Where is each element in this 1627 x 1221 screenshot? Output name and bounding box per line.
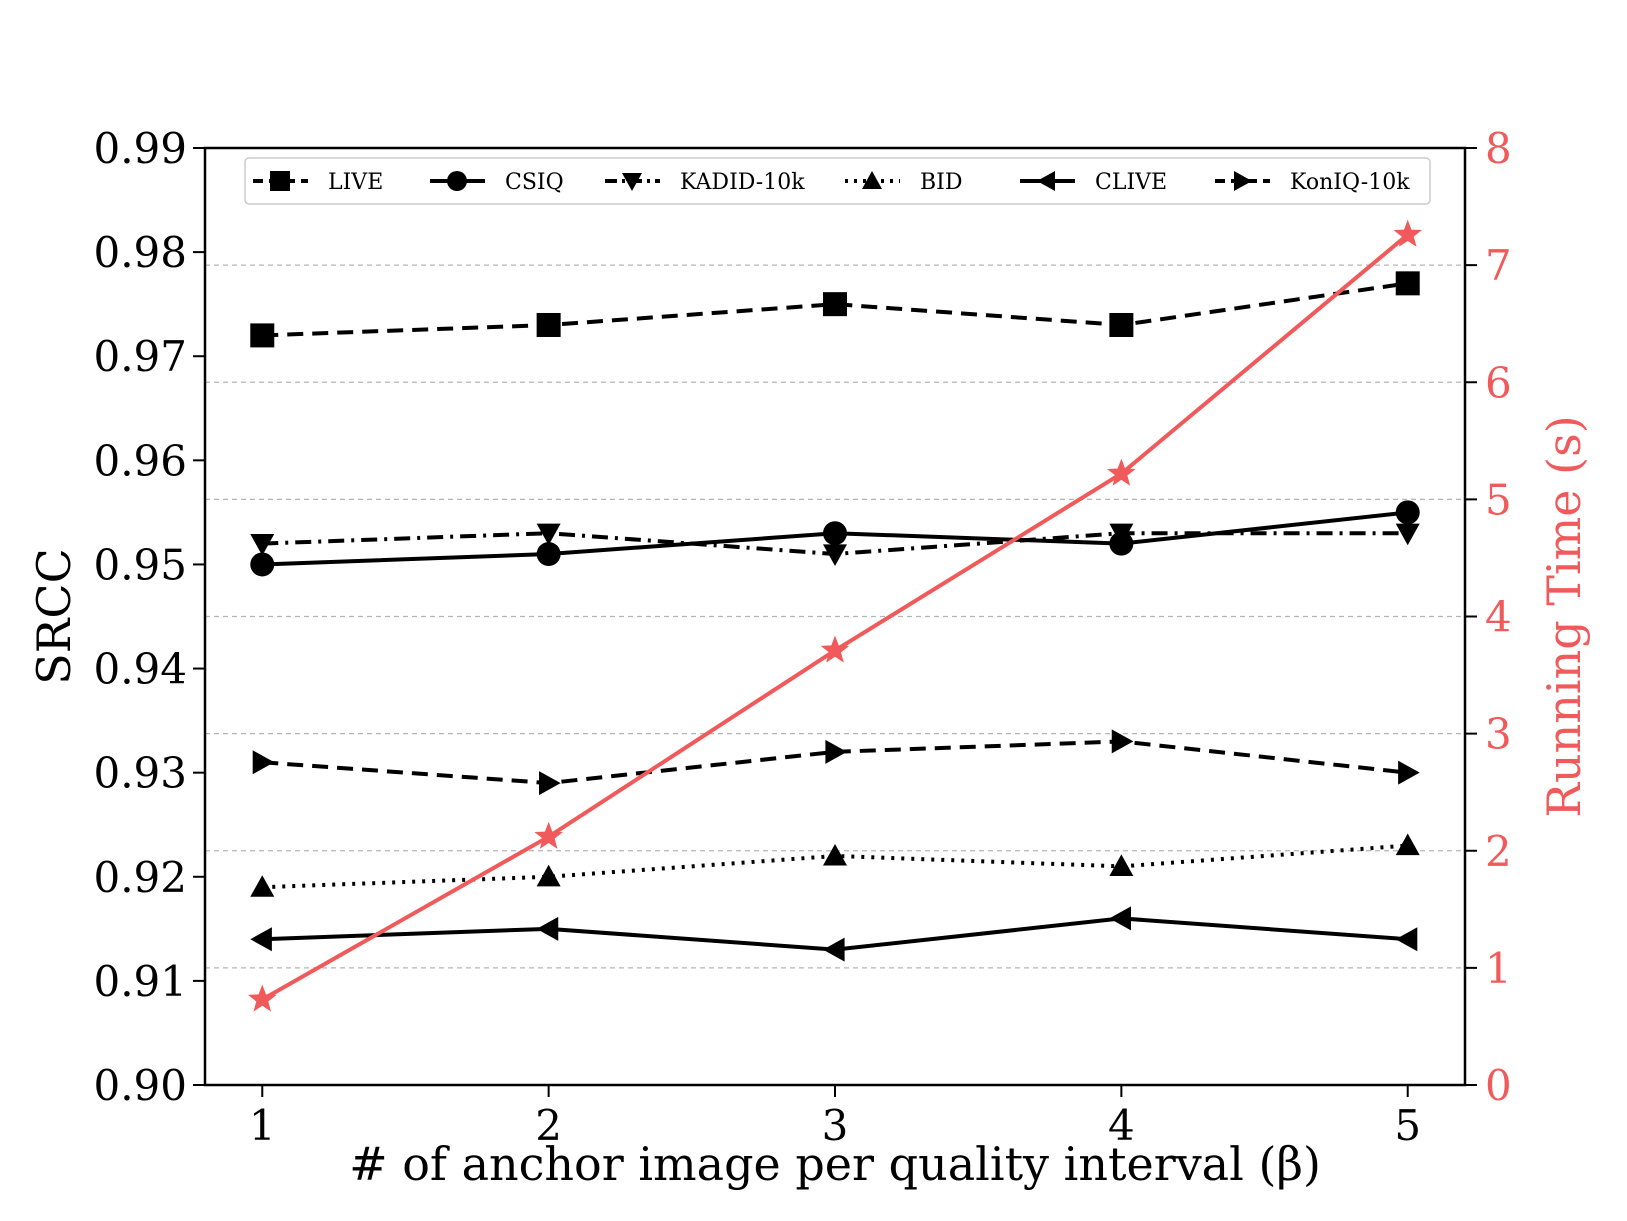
legend-marker <box>270 171 290 191</box>
legend-marker <box>622 173 642 191</box>
x-tick-label: 3 <box>822 1101 849 1150</box>
y-tick-label: 0.99 <box>93 124 187 173</box>
data-point <box>252 750 275 775</box>
y2-tick-label: 2 <box>1485 827 1512 876</box>
data-point <box>250 534 275 556</box>
y2-tick-label: 7 <box>1485 241 1512 290</box>
data-point <box>1395 523 1420 546</box>
y-tick-label: 0.91 <box>93 957 187 1006</box>
data-point <box>823 544 847 567</box>
y-tick-label: 0.94 <box>93 645 187 694</box>
legend-item: CSIQ <box>430 170 564 195</box>
legend-label: CSIQ <box>505 170 564 195</box>
ticks-layer: 0.90 0.91 0.92 0.93 0.94 0.95 0.96 0.97 0.98 0.99… <box>93 124 1511 1150</box>
legend-label: CLIVE <box>1095 170 1167 195</box>
series-live <box>250 271 1420 348</box>
legend-label: LIVE <box>328 170 383 195</box>
y-tick-label: 0.96 <box>93 436 187 485</box>
x-tick-label: 5 <box>1394 1101 1421 1150</box>
legend-marker <box>1234 171 1252 191</box>
legend-label: KADID-10k <box>680 170 805 195</box>
x-tick-label: 1 <box>249 1101 276 1150</box>
legend: LIVE CSIQ KADID-10k BID CLIVE KonIQ-10k <box>244 157 1431 205</box>
data-point <box>1109 906 1131 931</box>
data-point <box>536 864 561 887</box>
y-axis-label: SRCC <box>27 548 81 685</box>
data-point <box>825 739 847 764</box>
data-point <box>1395 500 1420 525</box>
y2-tick-label: 0 <box>1485 1061 1512 1110</box>
legend-label: KonIQ-10k <box>1290 170 1410 195</box>
y2-tick-label: 3 <box>1485 710 1512 759</box>
legend-item: LIVE <box>253 170 383 195</box>
data-point <box>536 312 561 337</box>
data-point <box>823 937 845 962</box>
series-koniq-10k <box>252 729 1420 796</box>
data-point <box>820 635 850 663</box>
data-point <box>248 984 277 1012</box>
series-line <box>262 843 1408 890</box>
x-tick-label: 2 <box>535 1101 562 1150</box>
legend-item: BID <box>845 170 963 195</box>
data-point <box>823 292 847 317</box>
data-point <box>1109 854 1134 876</box>
series-clive <box>250 906 1418 962</box>
data-point <box>534 821 563 849</box>
data-point <box>1109 523 1134 546</box>
x-tick-label: 4 <box>1108 1101 1135 1150</box>
data-point <box>536 523 561 546</box>
legend-marker <box>447 171 467 191</box>
data-point <box>536 542 561 567</box>
x-axis-label: # of anchor image per quality interval (… <box>349 1137 1321 1191</box>
y2-tick-label: 8 <box>1485 124 1512 173</box>
data-point <box>1398 760 1420 785</box>
series-bid <box>250 833 1420 897</box>
y2-tick-label: 4 <box>1485 593 1512 642</box>
series-kadid-10k <box>250 523 1420 567</box>
data-point <box>250 927 272 952</box>
legend-item: KADID-10k <box>605 170 805 195</box>
legend-item: CLIVE <box>1020 170 1167 195</box>
legend-label: BID <box>920 170 963 195</box>
y2-tick-label: 1 <box>1485 944 1512 993</box>
data-point <box>536 916 559 941</box>
y2-axis-label: Running Time (s) <box>1537 415 1591 817</box>
data-point <box>1107 458 1136 486</box>
y-tick-label: 0.90 <box>93 1061 187 1110</box>
data-point <box>1395 927 1418 952</box>
data-point <box>250 875 275 897</box>
data-point <box>1395 833 1420 856</box>
data-point <box>250 323 275 348</box>
y-tick-label: 0.93 <box>93 749 187 798</box>
legend-item: KonIQ-10k <box>1215 170 1410 195</box>
data-point <box>250 552 275 577</box>
data-point <box>1395 271 1420 296</box>
series-layer <box>248 219 1422 1012</box>
y2-tick-label: 5 <box>1485 475 1512 524</box>
y-tick-label: 0.92 <box>93 853 187 902</box>
data-point <box>539 771 561 796</box>
data-point <box>1111 729 1134 754</box>
legend-frame <box>244 157 1431 205</box>
y-tick-label: 0.97 <box>93 332 187 381</box>
y-tick-label: 0.98 <box>93 228 187 277</box>
data-point <box>823 521 847 546</box>
data-point <box>823 843 847 866</box>
data-point <box>1109 312 1134 337</box>
legend-marker <box>862 171 882 189</box>
series-running-time <box>248 219 1422 1012</box>
y-tick-label: 0.95 <box>93 540 187 589</box>
legend-marker <box>1037 171 1055 191</box>
y2-tick-label: 6 <box>1485 358 1512 407</box>
data-point <box>1393 219 1422 247</box>
series-line <box>262 281 1409 338</box>
